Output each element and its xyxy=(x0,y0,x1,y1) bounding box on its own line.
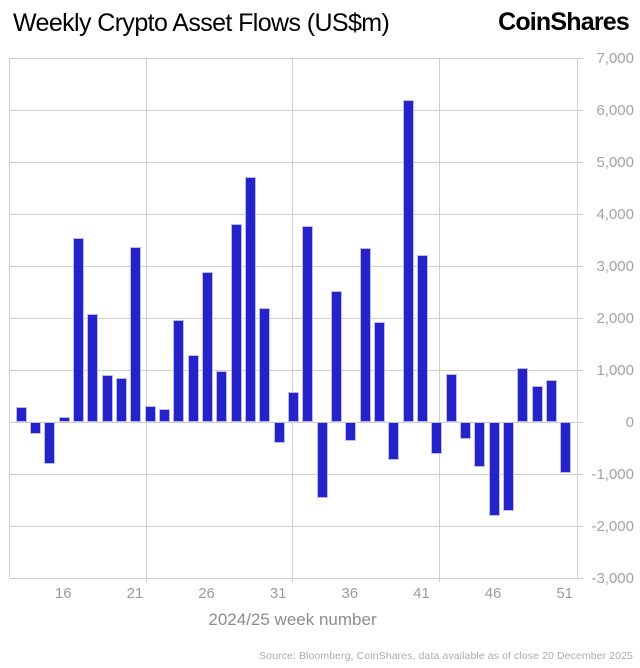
bar-week-39 xyxy=(388,422,400,460)
x-axis-label-41: 41 xyxy=(413,585,430,602)
bar-week-41 xyxy=(416,254,428,422)
bar-week-49 xyxy=(531,386,543,422)
bar-week-37 xyxy=(359,248,371,422)
chart-title: Weekly Crypto Asset Flows (US$m) xyxy=(13,9,390,37)
plot-area xyxy=(9,57,583,582)
bar-week-33 xyxy=(302,226,314,422)
bar-week-50 xyxy=(545,380,557,422)
y-tick-3000 xyxy=(577,265,583,267)
bar-week-30 xyxy=(259,307,271,422)
h-gridline-4000 xyxy=(10,213,577,215)
bar-week-27 xyxy=(216,371,228,422)
bar-week-38 xyxy=(373,322,385,422)
x-axis-label-36: 36 xyxy=(341,585,359,602)
x-axis-label-31: 31 xyxy=(269,585,287,602)
y-tick-7000 xyxy=(577,57,583,59)
bar-week-24 xyxy=(173,320,185,422)
y-axis-label-2000: 2,000 xyxy=(596,309,634,327)
bar-week-48 xyxy=(517,367,529,422)
y-tick--3000 xyxy=(577,577,583,579)
bar-week-34 xyxy=(316,422,328,498)
h-gridline-0 xyxy=(10,421,577,423)
bar-week-32 xyxy=(287,391,299,422)
v-gridline-2 xyxy=(438,58,440,578)
h-gridline--2000 xyxy=(10,525,577,527)
y-axis-label-0: 0 xyxy=(625,413,634,431)
x-axis-label-26: 26 xyxy=(198,585,215,602)
bar-week-25 xyxy=(187,354,199,422)
bar-chart: -3,000 -2,000 -1,000 0 1,000 2,000 3,000 4,000 5… xyxy=(9,49,634,629)
bar-week-45 xyxy=(474,422,486,467)
bar-week-36 xyxy=(345,422,357,442)
bar-week-51 xyxy=(560,422,572,473)
x-axis-label-21: 21 xyxy=(126,585,144,602)
h-gridline-3000 xyxy=(10,265,577,267)
y-axis-label-7000: 7,000 xyxy=(596,49,634,67)
x-axis-title: 2024/25 week number xyxy=(208,610,377,629)
bar-week-13 xyxy=(15,407,27,422)
h-gridline-2000 xyxy=(10,317,577,319)
h-gridline--3000 xyxy=(10,577,577,579)
bar-week-31 xyxy=(273,422,285,443)
bar-week-17 xyxy=(73,237,85,422)
y-tick-5000 xyxy=(577,161,583,163)
h-gridline-5000 xyxy=(10,161,577,163)
header: Weekly Crypto Asset Flows (US$m) CoinSha… xyxy=(0,0,640,50)
bar-week-26 xyxy=(202,272,214,422)
bar-week-47 xyxy=(502,422,514,512)
v-gridline-0 xyxy=(146,58,148,578)
h-gridline-1000 xyxy=(10,369,577,371)
y-axis-label--1000: -1,000 xyxy=(591,465,634,483)
bar-week-23 xyxy=(159,409,171,422)
bar-week-46 xyxy=(488,422,500,516)
bar-week-43 xyxy=(445,373,457,422)
v-gridline-1 xyxy=(291,58,293,578)
bar-week-18 xyxy=(87,313,99,422)
bar-week-22 xyxy=(144,406,156,422)
bar-week-19 xyxy=(101,374,113,422)
y-tick--2000 xyxy=(577,525,583,527)
source-note: Source: Bloomberg, CoinShares, data avai… xyxy=(259,650,633,662)
bar-week-42 xyxy=(431,422,443,455)
h-gridline-6000 xyxy=(10,109,577,111)
bar-week-35 xyxy=(330,290,342,422)
y-axis-label--3000: -3,000 xyxy=(591,569,634,587)
bar-week-29 xyxy=(245,176,257,422)
x-tick-1 xyxy=(291,578,293,582)
x-axis-label-16: 16 xyxy=(54,585,72,602)
bar-week-14 xyxy=(30,422,42,434)
y-tick-6000 xyxy=(577,109,583,111)
y-tick--1000 xyxy=(577,473,583,475)
y-axis-label-4000: 4,000 xyxy=(596,205,634,223)
bar-week-44 xyxy=(459,422,471,439)
bar-week-28 xyxy=(230,224,242,422)
bar-week-16 xyxy=(58,417,70,422)
y-axis-label-1000: 1,000 xyxy=(596,361,634,379)
y-axis-label-6000: 6,000 xyxy=(596,101,634,119)
x-axis-label-46: 46 xyxy=(484,585,502,602)
y-tick-2000 xyxy=(577,317,583,319)
bar-week-21 xyxy=(130,246,142,422)
y-axis-label--2000: -2,000 xyxy=(591,517,634,535)
y-tick-0 xyxy=(577,421,583,423)
bar-week-20 xyxy=(116,378,128,422)
x-tick-2 xyxy=(438,578,440,582)
h-gridline-7000 xyxy=(10,57,577,59)
y-axis-label-5000: 5,000 xyxy=(596,153,634,171)
y-tick-1000 xyxy=(577,369,583,371)
x-axis-label-51: 51 xyxy=(556,585,574,602)
y-axis-label-3000: 3,000 xyxy=(596,257,634,275)
y-tick-4000 xyxy=(577,213,583,215)
coinshares-logo: CoinShares xyxy=(498,8,630,36)
x-tick-0 xyxy=(146,578,148,582)
h-gridline--1000 xyxy=(10,473,577,475)
bar-week-15 xyxy=(44,422,56,464)
bar-week-40 xyxy=(402,99,414,422)
